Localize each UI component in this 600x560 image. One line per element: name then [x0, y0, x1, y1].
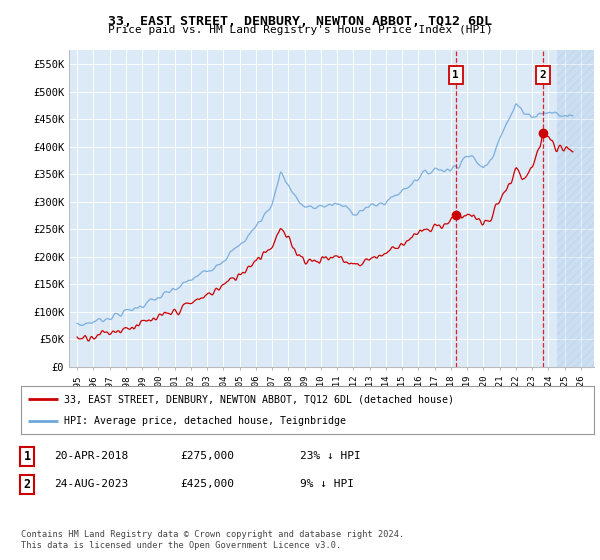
- Bar: [557, 50, 594, 367]
- Text: HPI: Average price, detached house, Teignbridge: HPI: Average price, detached house, Teig…: [64, 416, 346, 426]
- Text: 9% ↓ HPI: 9% ↓ HPI: [300, 479, 354, 489]
- Text: Price paid vs. HM Land Registry's House Price Index (HPI): Price paid vs. HM Land Registry's House …: [107, 25, 493, 35]
- Text: 1: 1: [23, 450, 31, 463]
- Text: 1: 1: [452, 70, 459, 80]
- Text: 23% ↓ HPI: 23% ↓ HPI: [300, 451, 361, 461]
- Text: £425,000: £425,000: [180, 479, 234, 489]
- Text: 33, EAST STREET, DENBURY, NEWTON ABBOT, TQ12 6DL: 33, EAST STREET, DENBURY, NEWTON ABBOT, …: [108, 15, 492, 27]
- Text: 24-AUG-2023: 24-AUG-2023: [54, 479, 128, 489]
- Text: 2: 2: [23, 478, 31, 491]
- Bar: [557, 50, 594, 367]
- Text: 20-APR-2018: 20-APR-2018: [54, 451, 128, 461]
- Text: Contains HM Land Registry data © Crown copyright and database right 2024.
This d: Contains HM Land Registry data © Crown c…: [21, 530, 404, 550]
- Text: 2: 2: [539, 70, 546, 80]
- Text: £275,000: £275,000: [180, 451, 234, 461]
- Text: 33, EAST STREET, DENBURY, NEWTON ABBOT, TQ12 6DL (detached house): 33, EAST STREET, DENBURY, NEWTON ABBOT, …: [64, 394, 454, 404]
